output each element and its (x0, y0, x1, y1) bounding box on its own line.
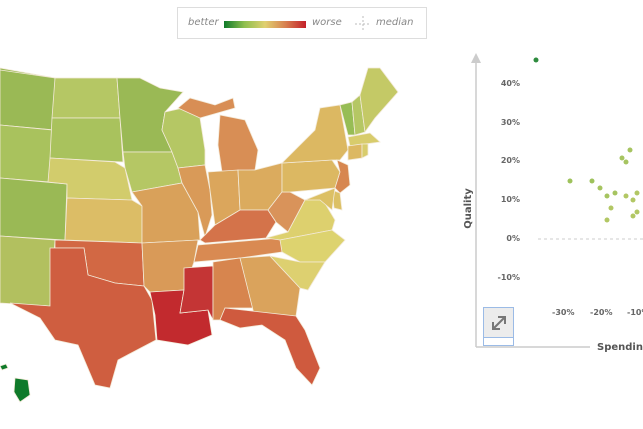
state-sc[interactable] (268, 255, 326, 291)
us-map (0, 67, 399, 403)
legend-median-label: median (376, 17, 414, 28)
state-pa[interactable] (281, 159, 341, 193)
state-wy[interactable] (0, 124, 53, 183)
state-hi-islands[interactable] (0, 363, 9, 371)
data-point[interactable] (604, 193, 610, 199)
x-tick: -10% (627, 308, 643, 317)
data-point[interactable] (623, 159, 629, 165)
state-sd[interactable] (49, 117, 124, 163)
state-ny[interactable] (280, 104, 349, 164)
legend-better-label: better (188, 17, 219, 28)
x-tick: -20% (590, 308, 613, 317)
x-axis-title: Spending (597, 342, 643, 353)
data-point[interactable] (634, 190, 640, 196)
expand-arrows-icon (491, 315, 506, 330)
state-il[interactable] (177, 164, 213, 239)
data-point[interactable] (597, 185, 603, 191)
data-point[interactable] (589, 178, 595, 184)
data-point[interactable] (567, 178, 573, 184)
y-tick: 20% (500, 156, 520, 165)
legend-gradient (224, 21, 306, 28)
legend: better worse median (177, 7, 427, 39)
state-mi[interactable] (217, 114, 259, 173)
state-hi[interactable] (13, 377, 31, 403)
state-nm[interactable] (0, 235, 56, 307)
data-point[interactable] (634, 209, 640, 215)
state-mt[interactable] (0, 69, 56, 131)
data-point[interactable] (630, 197, 636, 203)
data-point[interactable] (630, 213, 636, 219)
state-ga[interactable] (239, 255, 301, 319)
state-co[interactable] (0, 177, 68, 241)
data-point[interactable] (533, 57, 539, 63)
state-fl[interactable] (219, 307, 321, 386)
y-tick: 30% (500, 118, 520, 127)
state-md[interactable] (304, 187, 336, 211)
state-tx[interactable] (9, 247, 157, 389)
legend-worse-label: worse (312, 17, 342, 28)
scatter-chart: 40% 30% 20% 10% 0% -10% -30% -20% -10% Q… (460, 45, 643, 355)
y-tick: 40% (500, 79, 520, 88)
scatter-axes (471, 53, 643, 348)
data-point[interactable] (604, 217, 610, 223)
state-ct[interactable] (347, 143, 363, 161)
x-tick: -30% (552, 308, 575, 317)
y-tick: 0% (506, 234, 520, 243)
data-point[interactable] (612, 190, 618, 196)
expand-button-outline (483, 338, 514, 346)
state-nd[interactable] (51, 77, 121, 119)
expand-button[interactable] (483, 307, 514, 338)
state-ks[interactable] (64, 197, 143, 244)
y-tick: 10% (500, 195, 520, 204)
data-point[interactable] (619, 155, 625, 161)
state-me[interactable] (359, 67, 399, 134)
data-point[interactable] (623, 193, 629, 199)
state-ma[interactable] (347, 132, 381, 147)
scatter-points (533, 57, 640, 223)
state-mi-upper[interactable] (177, 97, 236, 119)
data-point[interactable] (608, 205, 614, 211)
state-ri[interactable] (361, 143, 369, 159)
data-point[interactable] (627, 147, 633, 153)
median-icon (355, 16, 371, 32)
y-tick: -10% (497, 273, 520, 282)
